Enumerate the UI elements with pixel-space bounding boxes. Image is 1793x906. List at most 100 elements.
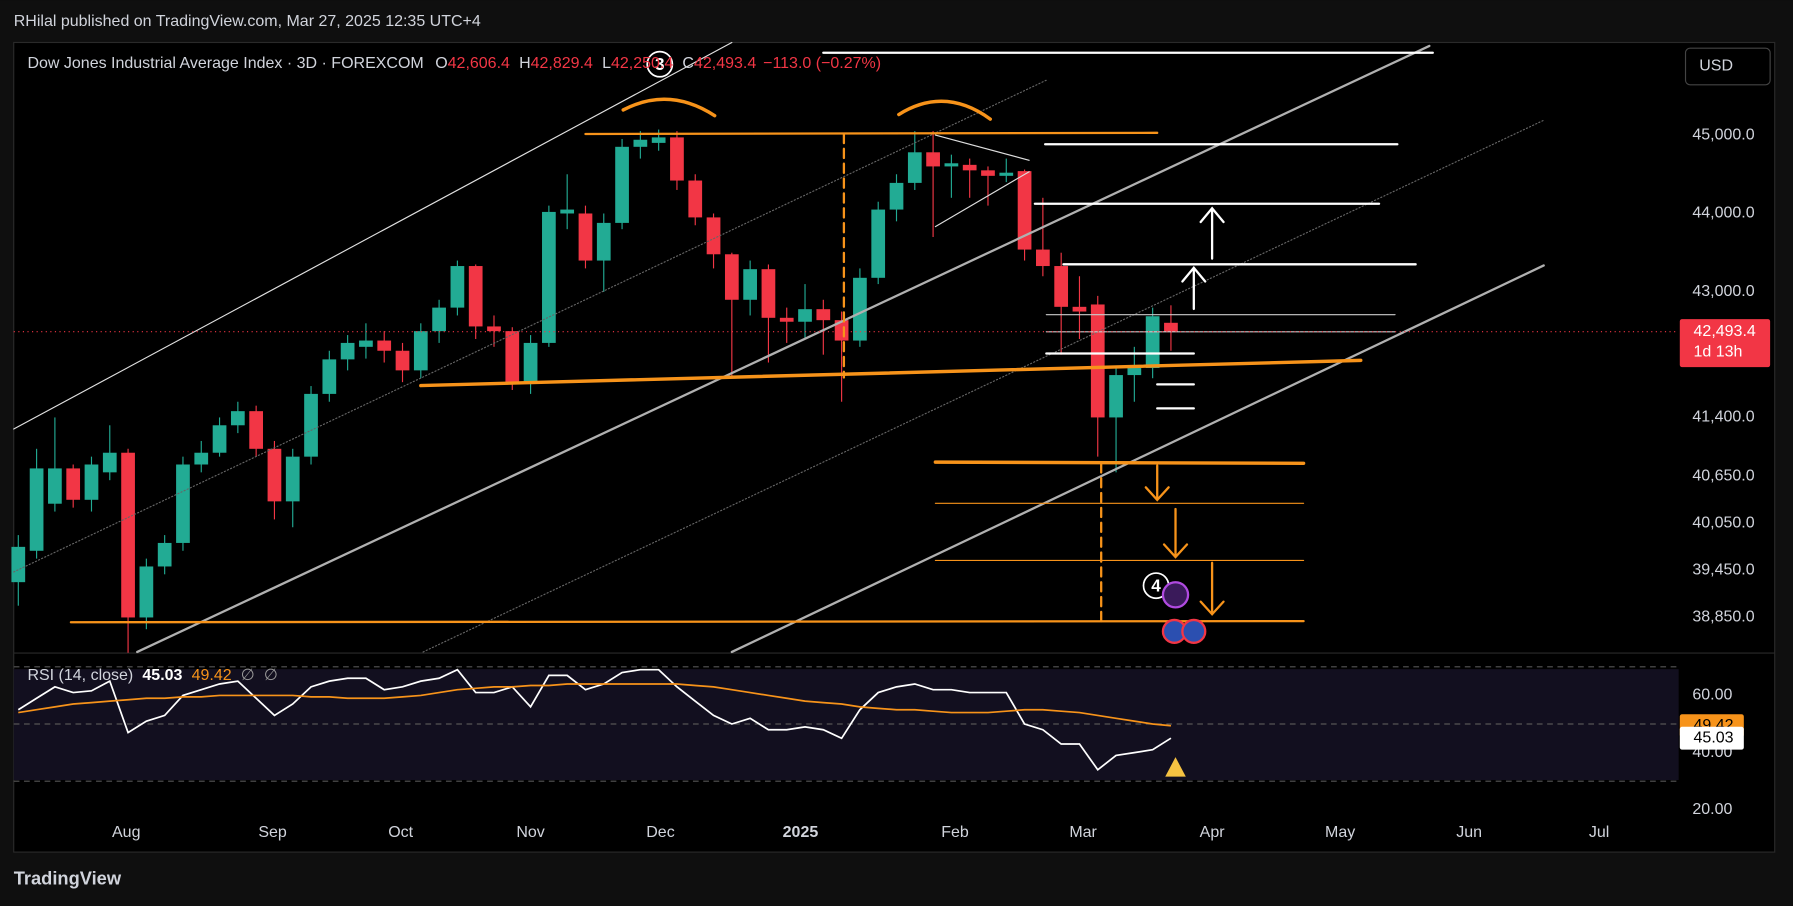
channel-line — [136, 44, 1431, 654]
top-arc — [621, 97, 717, 118]
candle-body — [48, 468, 62, 504]
x-tick-label: Jul — [1589, 824, 1609, 841]
candle-body — [468, 266, 483, 327]
wave-label: 3 — [655, 54, 665, 74]
candle-body — [487, 326, 501, 332]
candle-body — [1054, 266, 1069, 307]
rsi-value-label: 45.03 — [1694, 729, 1734, 746]
candle-body — [743, 269, 757, 300]
y-tick-label: 40,050.0 — [1692, 515, 1754, 532]
rsi-legend-extra: ∅ — [241, 667, 255, 684]
legend-key: O — [435, 55, 447, 72]
legend-value: 42,250.4 — [611, 55, 673, 72]
event-icon[interactable] — [1181, 618, 1207, 644]
candle-body — [724, 254, 739, 300]
candle-body — [889, 182, 904, 210]
candle-body — [1072, 306, 1087, 312]
candle-body — [230, 411, 245, 426]
up-arrow — [1181, 265, 1207, 311]
candle-body — [999, 172, 1014, 176]
candle-body — [505, 331, 520, 383]
chart-legend: Dow Jones Industrial Average Index · 3D … — [27, 55, 881, 72]
legend-value: 42,606.4 — [448, 55, 510, 72]
candle-body — [871, 209, 886, 278]
currency-button[interactable] — [1684, 47, 1771, 86]
neckline — [584, 131, 1159, 136]
support-line — [419, 358, 1363, 388]
candle-body — [157, 542, 172, 567]
y-tick-label: 40,650.0 — [1692, 467, 1754, 484]
y-tick-label: 44,000.0 — [1692, 205, 1754, 222]
candle-body — [413, 331, 428, 371]
x-tick-label: Feb — [941, 824, 969, 841]
candle-body — [322, 359, 337, 394]
x-tick-label: Oct — [388, 824, 413, 841]
candle-body — [596, 222, 611, 261]
candle-body — [194, 452, 209, 465]
candle-body — [1017, 171, 1032, 250]
legend-key: L — [602, 55, 611, 72]
rsi-legend-value: 49.42 — [192, 667, 232, 684]
candles — [11, 129, 1178, 653]
candle-body — [853, 277, 867, 341]
x-tick-label: Dec — [646, 824, 674, 841]
candle-body — [962, 164, 977, 171]
candle-body — [615, 146, 629, 223]
rsi-value-tag — [1679, 726, 1744, 750]
triangle-line — [934, 134, 1030, 161]
countdown-label: 1d 13h — [1694, 343, 1743, 360]
legend-value: 42,829.4 — [531, 55, 593, 72]
candle-body — [907, 152, 922, 183]
warning-icon[interactable] — [1165, 757, 1186, 777]
triangle-line — [934, 171, 1030, 228]
candle-body — [523, 342, 538, 383]
top-arc — [897, 99, 992, 121]
candle-body — [66, 468, 81, 500]
candle-body — [249, 411, 264, 449]
candle-body — [1127, 368, 1142, 376]
x-tick-label: 2025 — [783, 824, 819, 841]
candle-body — [1036, 249, 1050, 267]
candle-body — [176, 464, 190, 543]
candle-body — [377, 340, 392, 351]
wave-label: 4 — [1151, 575, 1161, 595]
candle-body — [633, 139, 648, 147]
candle-body — [542, 211, 556, 343]
rsi-legend-value: 45.03 — [142, 667, 182, 684]
candle-body — [926, 152, 940, 167]
x-tick-label: Nov — [516, 824, 544, 841]
rsi-title: RSI (14, close) — [27, 667, 133, 684]
legend-change: −113.0 (−0.27%) — [763, 55, 881, 72]
y-tick-label: 39,450.0 — [1692, 562, 1754, 579]
event-icon[interactable] — [1161, 581, 1190, 609]
candle-body — [761, 269, 776, 318]
candle-body — [1164, 322, 1178, 332]
rsi-tick-label: 60.00 — [1692, 687, 1732, 704]
candle-body — [340, 342, 355, 360]
candle-body — [139, 566, 154, 618]
candle-body — [359, 340, 373, 347]
target-line — [933, 460, 1306, 466]
publisher-header: RHilal published on TradingView.com, Mar… — [14, 13, 481, 30]
drawings — [13, 41, 1545, 777]
down-arrow — [1144, 464, 1170, 502]
candle-body — [212, 425, 227, 453]
legend-key: H — [519, 55, 531, 72]
rsi-band-fill — [13, 669, 1679, 781]
y-tick-label: 41,400.0 — [1692, 409, 1754, 426]
down-arrow — [1162, 507, 1189, 559]
channel-line — [13, 41, 733, 430]
y-tick-label: 45,000.0 — [1692, 126, 1754, 143]
candle-body — [29, 468, 44, 551]
candle-body — [121, 452, 135, 618]
rsi-line — [18, 683, 1172, 727]
x-tick-label: Aug — [112, 824, 140, 841]
currency-label[interactable]: USD — [1699, 58, 1733, 75]
last-price-label: 42,493.4 — [1694, 323, 1756, 340]
candle-body — [450, 266, 465, 308]
rsi-tick-label: 20.00 — [1692, 801, 1732, 818]
candle-body — [670, 137, 684, 181]
candle-body — [798, 309, 812, 322]
legend-key: C — [682, 55, 694, 72]
